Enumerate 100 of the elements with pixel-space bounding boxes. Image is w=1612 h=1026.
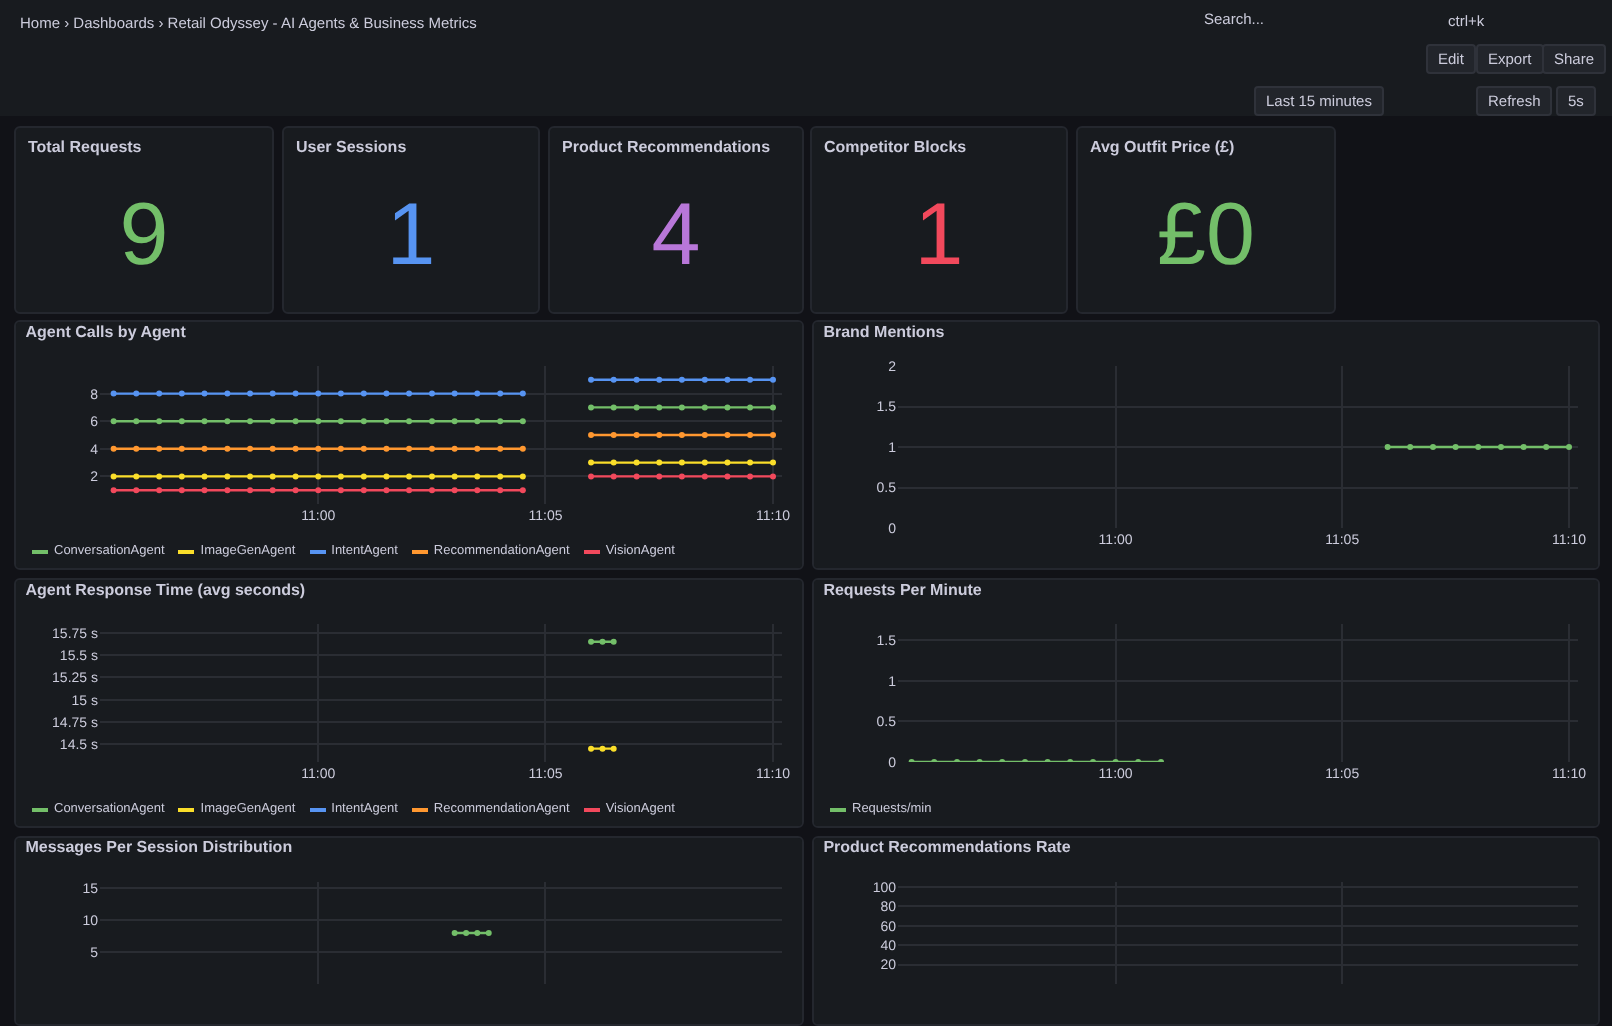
point xyxy=(497,473,504,480)
point xyxy=(770,376,776,383)
point xyxy=(156,445,163,452)
text: 9 xyxy=(117,184,171,288)
point xyxy=(474,473,481,480)
point xyxy=(269,473,276,480)
point xyxy=(519,487,526,494)
point xyxy=(724,473,731,480)
point xyxy=(724,459,731,466)
point xyxy=(110,445,117,452)
text: User Sessions xyxy=(296,138,407,156)
point xyxy=(678,376,685,383)
point xyxy=(588,376,595,383)
point xyxy=(201,487,208,494)
point xyxy=(770,404,776,411)
text: Avg Outfit Price (£) xyxy=(1090,138,1235,156)
point xyxy=(224,473,231,480)
point xyxy=(519,473,526,480)
chart-title: Brand Mentions xyxy=(823,322,946,341)
point xyxy=(360,418,367,425)
point xyxy=(497,418,504,425)
point xyxy=(451,487,458,494)
point xyxy=(247,487,254,494)
point xyxy=(406,445,413,452)
point xyxy=(451,473,458,480)
point xyxy=(178,445,185,452)
point xyxy=(656,473,663,480)
point xyxy=(406,390,413,397)
point xyxy=(701,473,708,480)
point xyxy=(178,473,185,480)
point xyxy=(178,390,185,397)
point xyxy=(292,390,299,397)
point xyxy=(610,432,617,438)
point xyxy=(451,418,458,425)
point xyxy=(610,459,617,466)
point xyxy=(383,418,390,425)
point xyxy=(610,404,617,411)
point xyxy=(724,404,731,411)
point xyxy=(133,487,140,494)
point xyxy=(269,418,276,425)
point xyxy=(519,418,526,425)
point xyxy=(201,473,208,480)
point xyxy=(110,390,117,397)
point xyxy=(383,473,390,480)
point xyxy=(770,432,776,438)
text: £0 xyxy=(1155,184,1257,288)
point xyxy=(656,376,663,383)
point xyxy=(360,487,367,494)
point xyxy=(724,376,731,383)
point xyxy=(156,487,163,494)
point xyxy=(588,404,595,411)
point xyxy=(474,445,481,452)
point xyxy=(133,418,140,425)
point xyxy=(747,404,754,411)
point xyxy=(701,459,708,466)
point xyxy=(747,376,754,383)
point xyxy=(110,487,117,494)
point xyxy=(315,445,322,452)
point xyxy=(588,473,595,480)
point xyxy=(610,473,617,480)
point xyxy=(451,445,458,452)
point xyxy=(383,445,390,452)
point xyxy=(383,390,390,397)
point xyxy=(315,390,322,397)
point xyxy=(429,487,435,494)
point xyxy=(497,487,504,494)
text: Product Recommendations xyxy=(562,138,771,156)
point xyxy=(315,487,322,494)
chart-title: Requests Per Minute xyxy=(823,580,983,599)
chart-title: Product Recommendations Rate xyxy=(823,837,1072,856)
point xyxy=(269,487,276,494)
point xyxy=(747,459,754,466)
point xyxy=(360,445,367,452)
point xyxy=(269,445,276,452)
point xyxy=(701,404,708,411)
point xyxy=(406,473,413,480)
point xyxy=(588,432,595,438)
point xyxy=(656,404,663,411)
point xyxy=(201,390,208,397)
point xyxy=(588,459,595,466)
point xyxy=(633,432,640,438)
point xyxy=(337,390,344,397)
point xyxy=(337,418,344,425)
point xyxy=(292,487,299,494)
point xyxy=(747,473,754,480)
point xyxy=(156,418,163,425)
point xyxy=(156,473,163,480)
point xyxy=(429,390,435,397)
point xyxy=(224,390,231,397)
point xyxy=(406,418,413,425)
point xyxy=(247,390,254,397)
point xyxy=(474,418,481,425)
point xyxy=(247,473,254,480)
point xyxy=(429,418,435,425)
point xyxy=(156,390,163,397)
point xyxy=(678,404,685,411)
point xyxy=(224,487,231,494)
point xyxy=(201,445,208,452)
point xyxy=(360,473,367,480)
point xyxy=(315,418,322,425)
